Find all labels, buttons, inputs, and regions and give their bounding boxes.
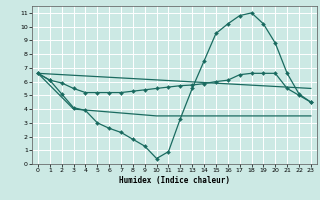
- X-axis label: Humidex (Indice chaleur): Humidex (Indice chaleur): [119, 176, 230, 185]
